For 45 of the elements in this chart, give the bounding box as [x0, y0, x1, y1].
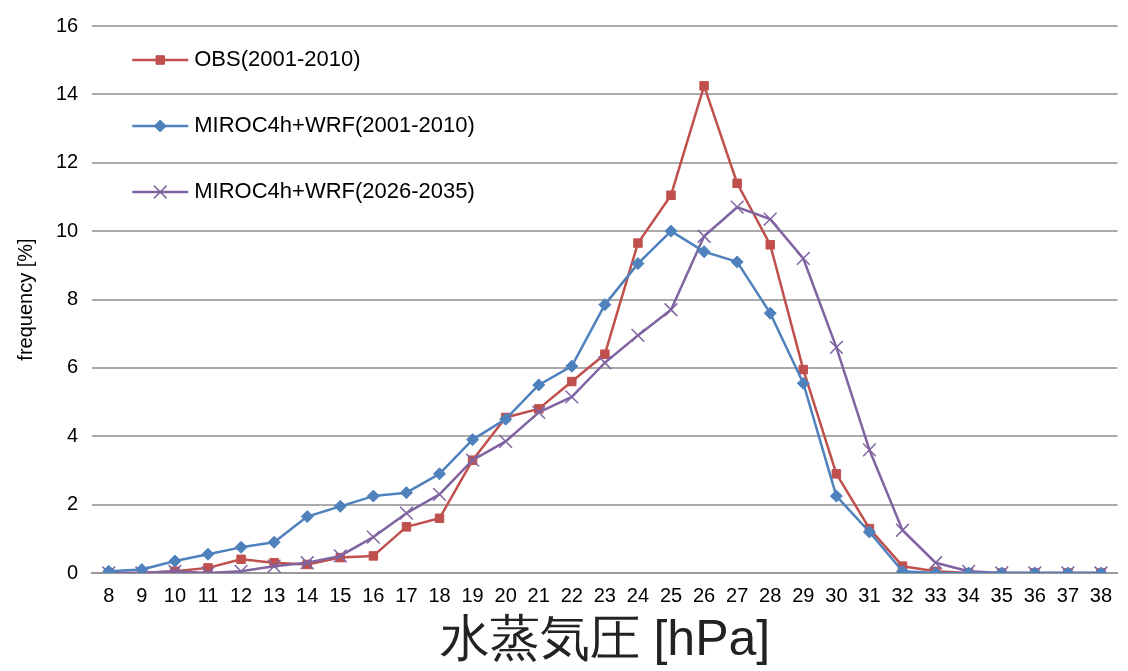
y-tick-label: 0	[67, 560, 79, 583]
x-tick-label: 19	[461, 583, 484, 606]
x-tick-label: 10	[163, 583, 187, 606]
x-tick-label: 21	[527, 583, 550, 606]
x-tick-label: 13	[263, 583, 286, 606]
y-tick-label: 14	[56, 81, 79, 104]
x-tick-label: 28	[759, 583, 782, 606]
x-tick-label: 36	[1023, 583, 1046, 606]
x-tick-label: 24	[626, 583, 650, 606]
legend-label: OBS(2001-2010)	[194, 46, 361, 72]
x-tick-label: 32	[891, 583, 914, 606]
x-tick-label: 8	[103, 583, 115, 606]
x-tick-label: 23	[593, 583, 616, 606]
x-tick-label: 14	[296, 583, 319, 606]
x-tick-label: 25	[659, 583, 683, 606]
legend-label: MIROC4h+WRF(2026-2035)	[194, 178, 475, 204]
x-tick-label: 16	[362, 583, 385, 606]
x-tick-label: 29	[792, 583, 815, 606]
x-tick-label: 30	[825, 583, 848, 606]
x-tick-label: 18	[428, 583, 451, 606]
x-tick-label: 34	[957, 583, 980, 606]
x-tick-label: 22	[560, 583, 583, 606]
y-tick-label: 4	[67, 423, 79, 446]
x-tick-label: 15	[329, 583, 352, 606]
y-tick-label: 10	[56, 218, 79, 241]
y-tick-label: 16	[56, 13, 79, 36]
y-axis-title: frequency [%]	[13, 238, 36, 361]
y-tick-label: 12	[56, 150, 79, 173]
legend-label: MIROC4h+WRF(2001-2010)	[194, 112, 475, 138]
x-axis-title: 水蒸気圧 [hPa]	[439, 609, 771, 666]
y-tick-label: 2	[67, 492, 79, 515]
x-tick-label: 17	[395, 583, 418, 606]
x-tick-label: 27	[726, 583, 749, 606]
x-tick-label: 9	[136, 583, 148, 606]
x-tick-label: 31	[858, 583, 881, 606]
x-tick-label: 33	[924, 583, 947, 606]
x-tick-label: 20	[494, 583, 517, 606]
x-tick-label: 35	[990, 583, 1013, 606]
x-tick-label: 38	[1089, 583, 1113, 606]
x-tick-label: 26	[692, 583, 716, 606]
y-tick-label: 6	[67, 355, 79, 378]
x-tick-label: 37	[1056, 583, 1080, 606]
x-tick-label: 12	[229, 583, 253, 606]
y-tick-label: 8	[67, 287, 79, 310]
x-tick-label: 11	[197, 583, 219, 606]
